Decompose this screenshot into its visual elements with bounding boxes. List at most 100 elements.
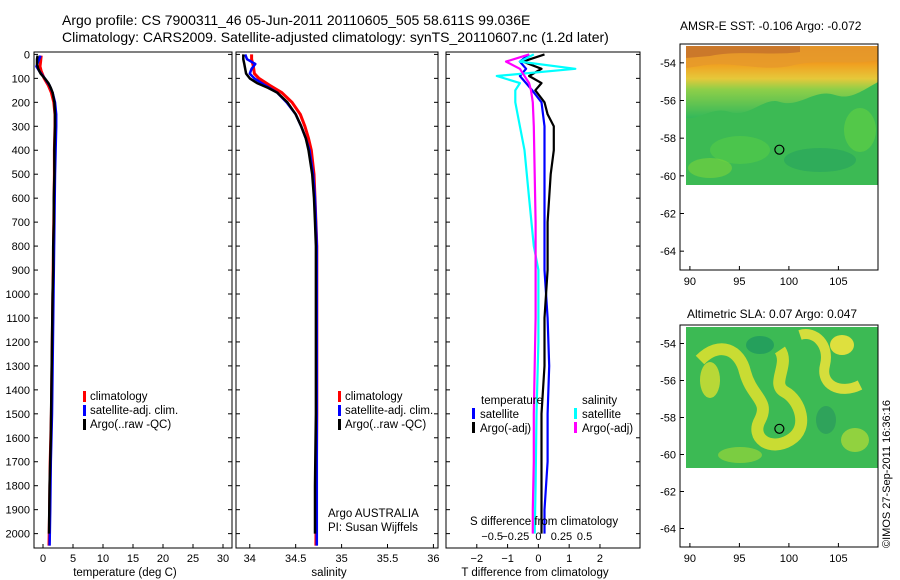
map-y-tick-label: -56	[660, 96, 676, 108]
annotation-line: PI: Susan Wijffels	[328, 522, 418, 534]
sla-map-title: Altimetric SLA: 0.07 Argo: 0.047	[687, 307, 857, 321]
map-y-tick-label: -62	[660, 209, 676, 221]
depth-tick-label: 300	[12, 121, 30, 133]
map-x-tick-label: 90	[684, 553, 696, 565]
series-argo	[35, 55, 57, 534]
sla-map: Altimetric SLA: 0.07 Argo: 0.047 -54 -56 -…	[660, 307, 879, 565]
depth-tick-label: 900	[12, 265, 30, 277]
sst-map: AMSR-E SST: -0.106 Argo: -0.072 -54 -56 -5…	[660, 19, 879, 288]
legend-label: satellite-adj. clim.	[90, 405, 178, 417]
series-climatology	[250, 54, 319, 546]
panel-frame	[33, 51, 233, 549]
map-x-tick-label: 105	[829, 553, 847, 565]
credit-text: ©IMOS 27-Sep-2011 16:36:16	[881, 400, 893, 548]
depth-tick-label: 1000	[6, 289, 30, 301]
map-x-tick-label: 95	[733, 276, 745, 288]
depth-tick-label: 600	[12, 193, 30, 205]
x-tick-label: 30	[217, 553, 229, 565]
map-x-tick-label: 100	[780, 276, 798, 288]
x-tick-label: 20	[157, 553, 169, 565]
map-y-tick-label: -64	[660, 246, 676, 258]
map-y-tick-label: -54	[660, 339, 676, 351]
map-y-tick-label: -64	[660, 524, 676, 536]
x-tick-label: 36	[427, 553, 439, 565]
secondary-axis-label: S difference from climatology	[470, 516, 618, 528]
legend-swatch	[338, 405, 341, 416]
x-tick-label: 0	[40, 553, 46, 565]
secondary-tick-label: −0.25	[501, 531, 529, 543]
series-argo	[242, 54, 318, 534]
panel-frame	[445, 51, 641, 549]
depth-tick-label: 1500	[6, 409, 30, 421]
x-tick-label: 5	[70, 553, 76, 565]
depth-tick-label: 1400	[6, 385, 30, 397]
x-axis-label: salinity	[311, 567, 346, 579]
x-tick-label: 25	[187, 553, 199, 565]
map-y-tick-label: -62	[660, 487, 676, 499]
legend-swatch	[338, 419, 341, 430]
x-tick-label: 15	[127, 553, 139, 565]
legend-swatch	[83, 391, 86, 402]
depth-tick-label: 800	[12, 241, 30, 253]
depth-tick-label: 2000	[6, 529, 30, 541]
secondary-tick-label: 0.5	[577, 531, 592, 543]
map-x-tick-label: 100	[780, 553, 798, 565]
legend-swatch	[83, 419, 86, 430]
depth-tick-label: 1900	[6, 505, 30, 517]
legend-swatch	[472, 408, 475, 419]
legend-label: Argo(-adj)	[480, 423, 531, 435]
panel-salinity: 34 34.5 35 35.5 36 salinity climatology satelli…	[235, 51, 440, 579]
secondary-tick-label: −0.5	[481, 531, 503, 543]
map-y-tick-label: -60	[660, 171, 676, 183]
depth-tick-label: 200	[12, 97, 30, 109]
map-x-tick-label: 95	[733, 553, 745, 565]
map-y-tick-label: -56	[660, 376, 676, 388]
depth-tick-label: 1100	[6, 313, 30, 325]
series-s-argo	[504, 53, 537, 534]
depth-tick-label: 1600	[6, 433, 30, 445]
legend-label: climatology	[345, 391, 403, 403]
x-axis-label: T difference from climatology	[461, 567, 608, 579]
legend-label: Argo(-adj)	[582, 423, 633, 435]
x-tick-label: 0	[535, 553, 541, 565]
depth-tick-label: 400	[12, 145, 30, 157]
figure-title-line2: Climatology: CARS2009. Satellite-adjuste…	[62, 29, 609, 45]
legend-label: Argo(..raw -QC)	[345, 419, 426, 431]
sla-map-frame	[679, 324, 879, 548]
x-tick-label: 2	[597, 553, 603, 565]
x-tick-label: 35	[335, 553, 347, 565]
map-y-tick-label: -58	[660, 413, 676, 425]
depth-tick-label: 1700	[6, 457, 30, 469]
legend-title: temperature	[481, 395, 543, 407]
legend-swatch	[574, 422, 577, 433]
sst-map-frame	[679, 43, 879, 271]
panel-frame	[235, 51, 439, 549]
legend-swatch	[472, 422, 475, 433]
depth-tick-label: 700	[12, 217, 30, 229]
depth-tick-label: 1200	[6, 337, 30, 349]
legend-label: Argo(..raw -QC)	[90, 419, 171, 431]
depth-tick-label: 1800	[6, 481, 30, 493]
map-y-tick-label: -58	[660, 133, 676, 145]
x-tick-label: 1	[566, 553, 572, 565]
depth-tick-label: 100	[12, 73, 30, 85]
figure-title-line1: Argo profile: CS 7900311_46 05-Jun-2011 …	[62, 12, 531, 28]
map-y-tick-label: -60	[660, 450, 676, 462]
x-tick-label: 35.5	[377, 553, 398, 565]
x-tick-label: −1	[501, 553, 514, 565]
depth-tick-label: 1300	[6, 361, 30, 373]
depth-tick-label: 0	[24, 49, 30, 61]
legend-swatch	[574, 408, 577, 419]
legend-label: climatology	[90, 391, 148, 403]
annotation-line: Argo AUSTRALIA	[328, 508, 419, 520]
sst-map-field	[686, 46, 878, 185]
sla-map-field	[686, 327, 878, 468]
panel-differences: −2 −1 0 1 2 T difference from climatology temp…	[445, 51, 641, 579]
depth-tick-label: 500	[12, 169, 30, 181]
legend-title: salinity	[582, 395, 617, 407]
legend-label: satellite-adj. clim.	[345, 405, 433, 417]
map-y-tick-label: -54	[660, 58, 676, 70]
sst-map-title: AMSR-E SST: -0.106 Argo: -0.072	[680, 19, 862, 33]
sla-argo-location-marker	[774, 423, 785, 434]
